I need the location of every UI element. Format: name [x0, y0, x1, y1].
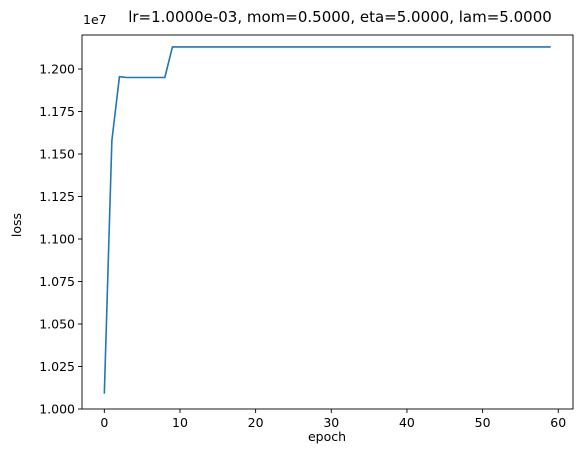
- y-tick-label: 1.175: [39, 104, 75, 119]
- y-axis-label: loss: [9, 213, 24, 237]
- y-tick-label: 1.025: [39, 359, 75, 374]
- y-tick-label: 1.075: [39, 274, 75, 289]
- x-tick-label: 50: [475, 415, 491, 430]
- chart-title: lr=1.0000e-03, mom=0.5000, eta=5.0000, l…: [128, 8, 552, 26]
- series-line-0: [103, 46, 551, 394]
- x-tick-label: 0: [100, 415, 108, 430]
- y-tick-label: 1.100: [39, 232, 75, 247]
- y-offset-label: 1e7: [83, 12, 107, 27]
- y-tick-label: 1.000: [39, 402, 75, 417]
- x-tick-label: 30: [323, 415, 339, 430]
- plot-frame: [81, 34, 574, 410]
- x-axis-label: epoch: [308, 429, 346, 444]
- y-tick-label: 1.150: [39, 147, 75, 162]
- y-axis-ticks: 1.000 1.025 1.050 1.075 1.100 1.125 1.150 1.175…: [39, 62, 82, 417]
- y-tick-label: 1.125: [39, 189, 75, 204]
- y-tick-label: 1.050: [39, 317, 75, 332]
- x-tick-label: 20: [248, 415, 264, 430]
- plot-area: [81, 34, 574, 410]
- x-tick-label: 40: [399, 415, 415, 430]
- x-axis-ticks: 0 10 20 30 40 50 60: [100, 409, 566, 430]
- y-tick-label: 1.200: [39, 62, 75, 77]
- x-tick-label: 60: [550, 415, 566, 430]
- x-tick-label: 10: [172, 415, 188, 430]
